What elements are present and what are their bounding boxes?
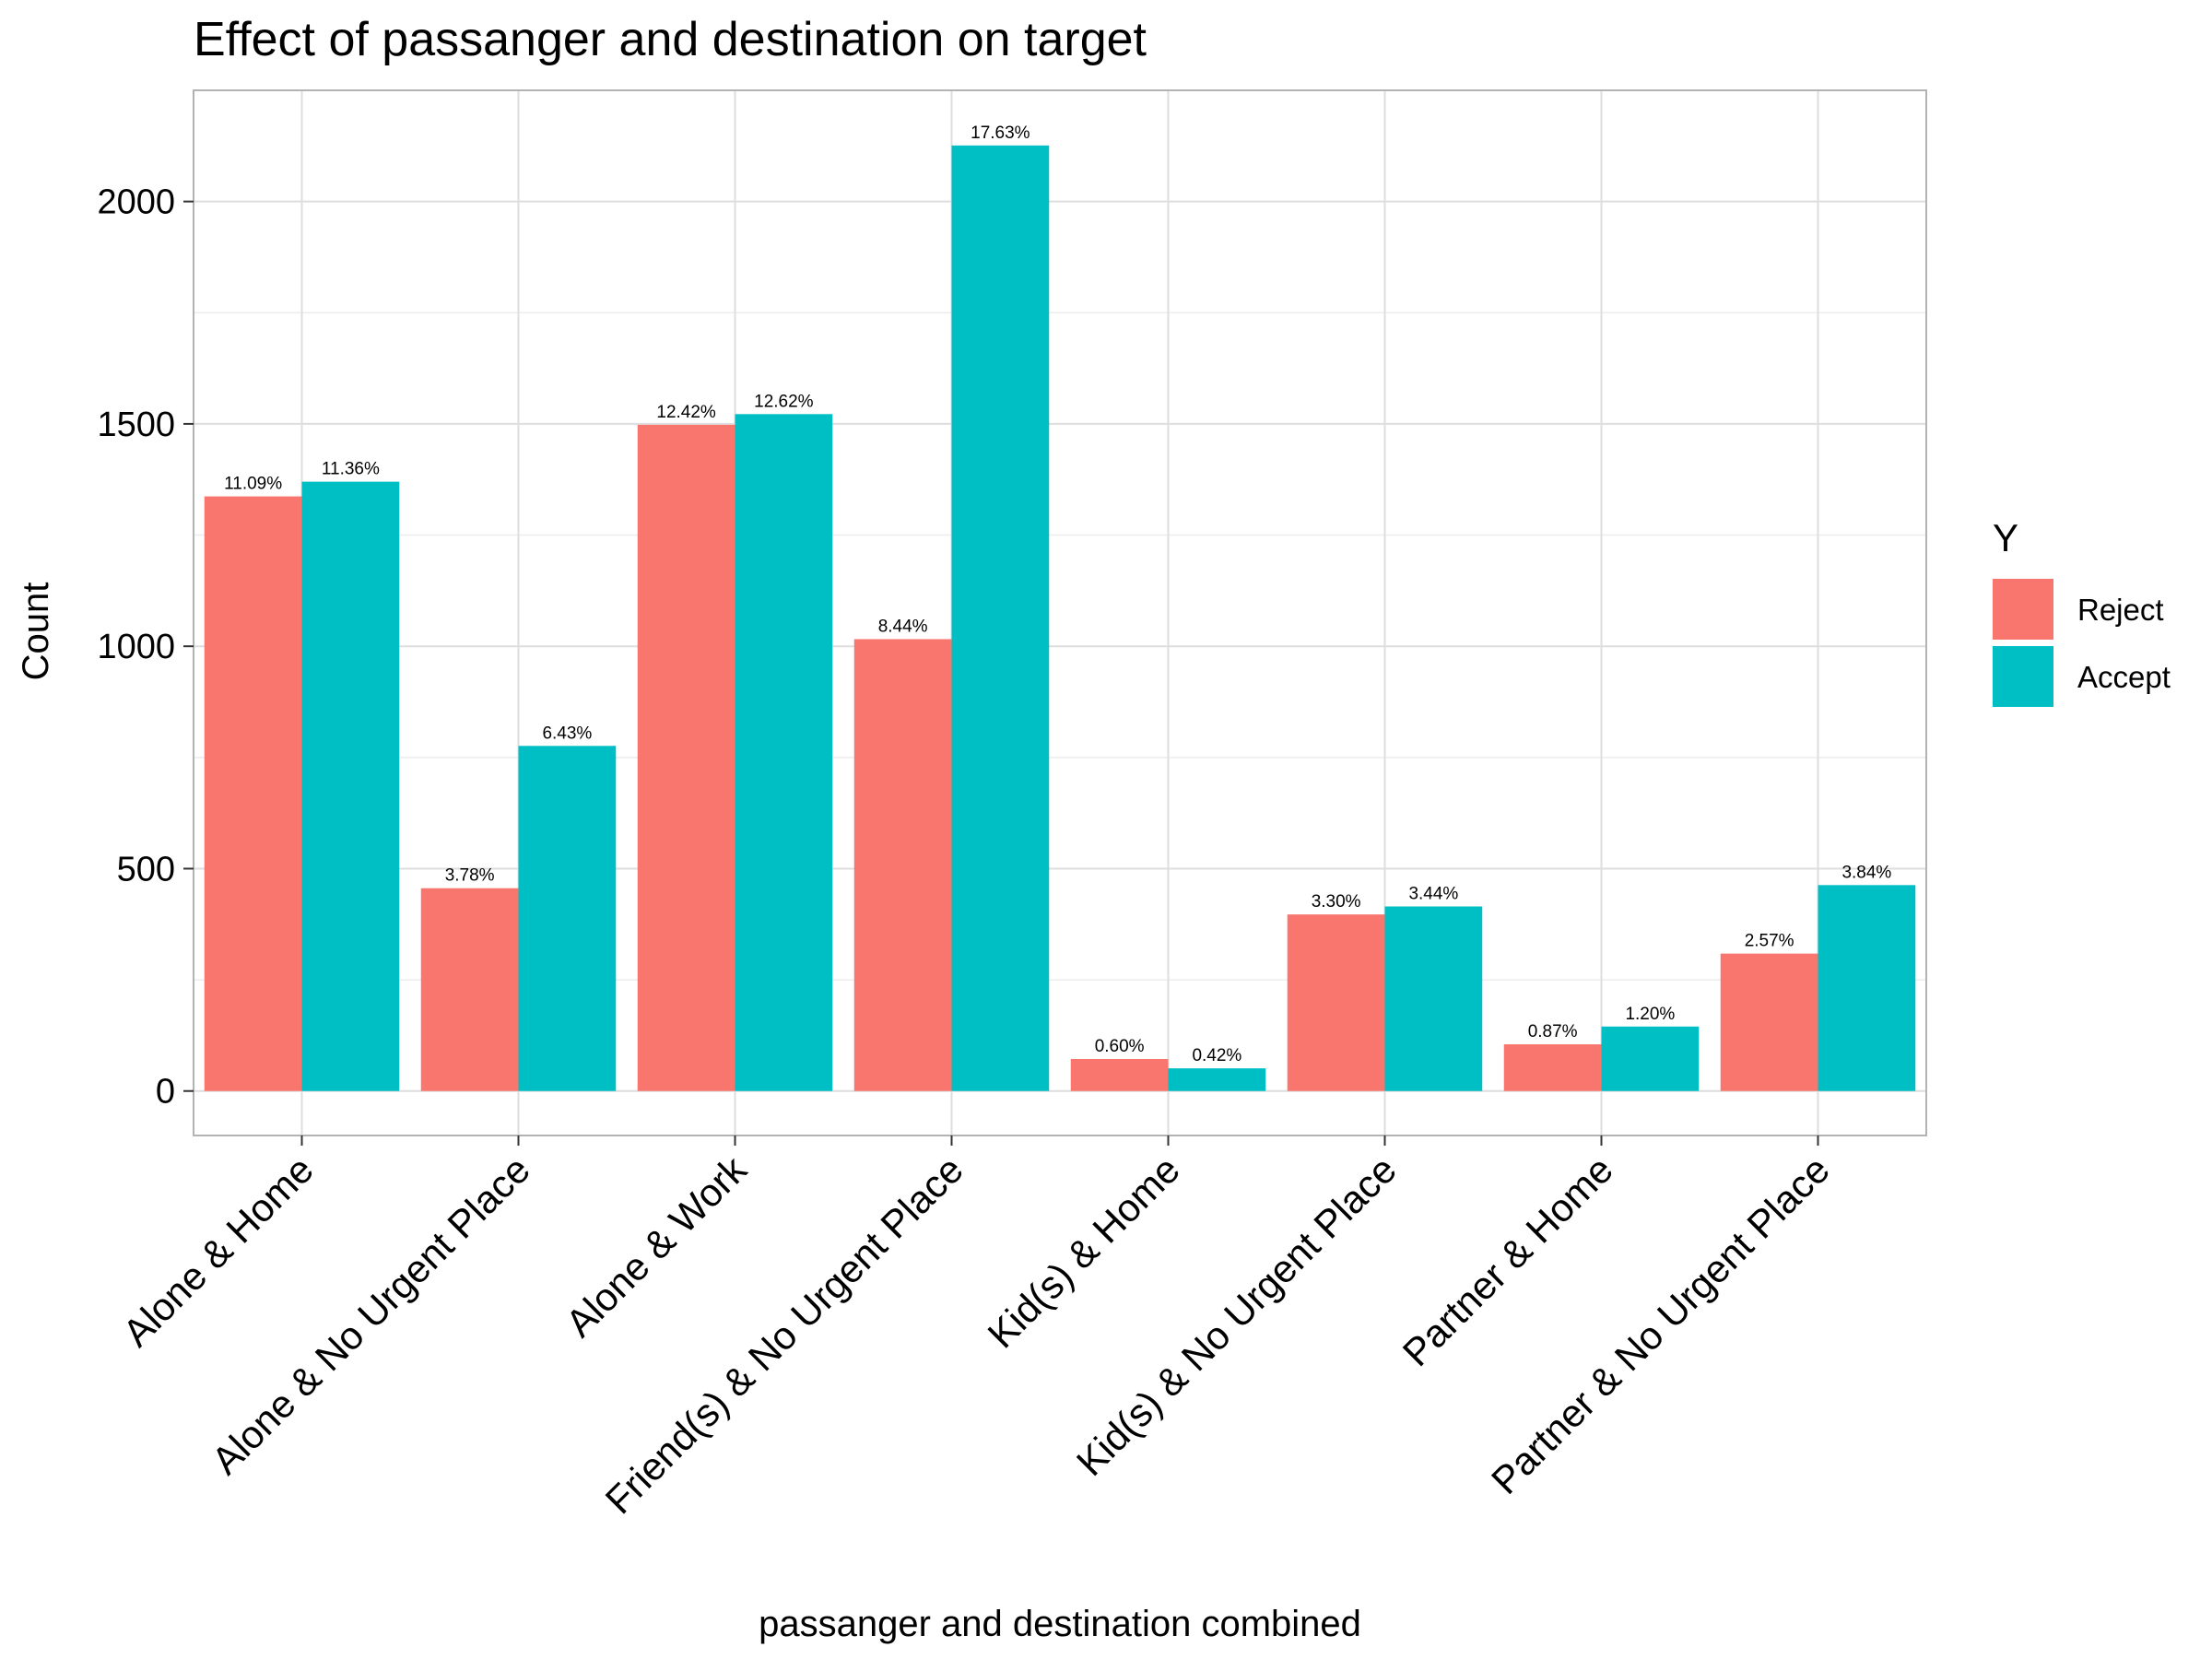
y-tick-label: 1000 xyxy=(97,628,175,666)
data-label: 1.20% xyxy=(1625,1005,1675,1024)
bars xyxy=(204,145,1916,1091)
y-axis-title: Count xyxy=(16,582,56,681)
data-label: 12.62% xyxy=(754,392,814,411)
x-tick-label: Partner & Home xyxy=(1394,1147,1621,1374)
bar-reject xyxy=(1070,1059,1169,1091)
legend-key-reject xyxy=(1993,579,2053,640)
bar-accept xyxy=(301,481,400,1091)
y-tick-label: 500 xyxy=(117,850,175,888)
plot-border xyxy=(193,89,1927,1136)
data-label: 3.30% xyxy=(1312,892,1361,912)
bar-accept xyxy=(1384,906,1483,1091)
bar-accept xyxy=(951,145,1050,1091)
x-tick-label: Friend(s) & No Urgent Place xyxy=(597,1147,971,1522)
data-label: 11.36% xyxy=(322,460,380,479)
bar-reject xyxy=(1287,914,1385,1091)
bar-reject xyxy=(1503,1044,1602,1091)
bar-reject xyxy=(420,888,519,1091)
bar-accept xyxy=(1601,1026,1700,1091)
x-tick-label: Alone & Work xyxy=(558,1147,756,1345)
bar-accept xyxy=(735,414,833,1091)
data-label: 3.78% xyxy=(445,866,495,886)
x-tick-label: Alone & Home xyxy=(114,1147,322,1355)
data-label: 2.57% xyxy=(1745,932,1794,951)
bar-reject xyxy=(204,496,302,1091)
data-label: 17.63% xyxy=(971,124,1030,143)
x-axis-title: passanger and destination combined xyxy=(759,1604,1361,1644)
data-label: 12.42% xyxy=(656,403,716,422)
legend: Y Reject Accept xyxy=(1993,516,2171,707)
data-label: 8.44% xyxy=(878,617,928,636)
bar-accept xyxy=(1818,885,1916,1091)
x-tick-label: Kid(s) & Home xyxy=(980,1147,1188,1356)
data-label: 11.09% xyxy=(224,475,282,494)
y-tick-label: 1500 xyxy=(97,406,175,444)
data-label: 0.60% xyxy=(1095,1037,1145,1056)
bar-accept xyxy=(518,746,617,1091)
data-label: 6.43% xyxy=(542,724,592,743)
y-tick-label: 0 xyxy=(156,1073,175,1112)
legend-key-accept xyxy=(1993,646,2053,707)
data-label: 3.84% xyxy=(1841,863,1891,882)
data-labels: 11.09% 3.78% 12.42% 8.44% 0.60% 3.30% 0.87% 2.5… xyxy=(224,124,1891,1065)
legend-label: Reject xyxy=(2077,593,2164,627)
data-label: 0.87% xyxy=(1528,1022,1578,1041)
bar-accept xyxy=(1168,1068,1266,1091)
bar-reject xyxy=(853,639,952,1091)
y-tick-label: 2000 xyxy=(97,183,175,222)
data-label: 0.42% xyxy=(1192,1046,1241,1065)
legend-title: Y xyxy=(1993,516,2018,559)
y-axis: 0 500 1000 1500 2000 xyxy=(97,183,194,1112)
bar-reject xyxy=(637,424,735,1091)
bar-reject xyxy=(1720,953,1818,1091)
chart-title: Effect of passanger and destination on t… xyxy=(194,13,1147,66)
data-label: 3.44% xyxy=(1408,884,1458,903)
legend-label: Accept xyxy=(2077,660,2171,694)
